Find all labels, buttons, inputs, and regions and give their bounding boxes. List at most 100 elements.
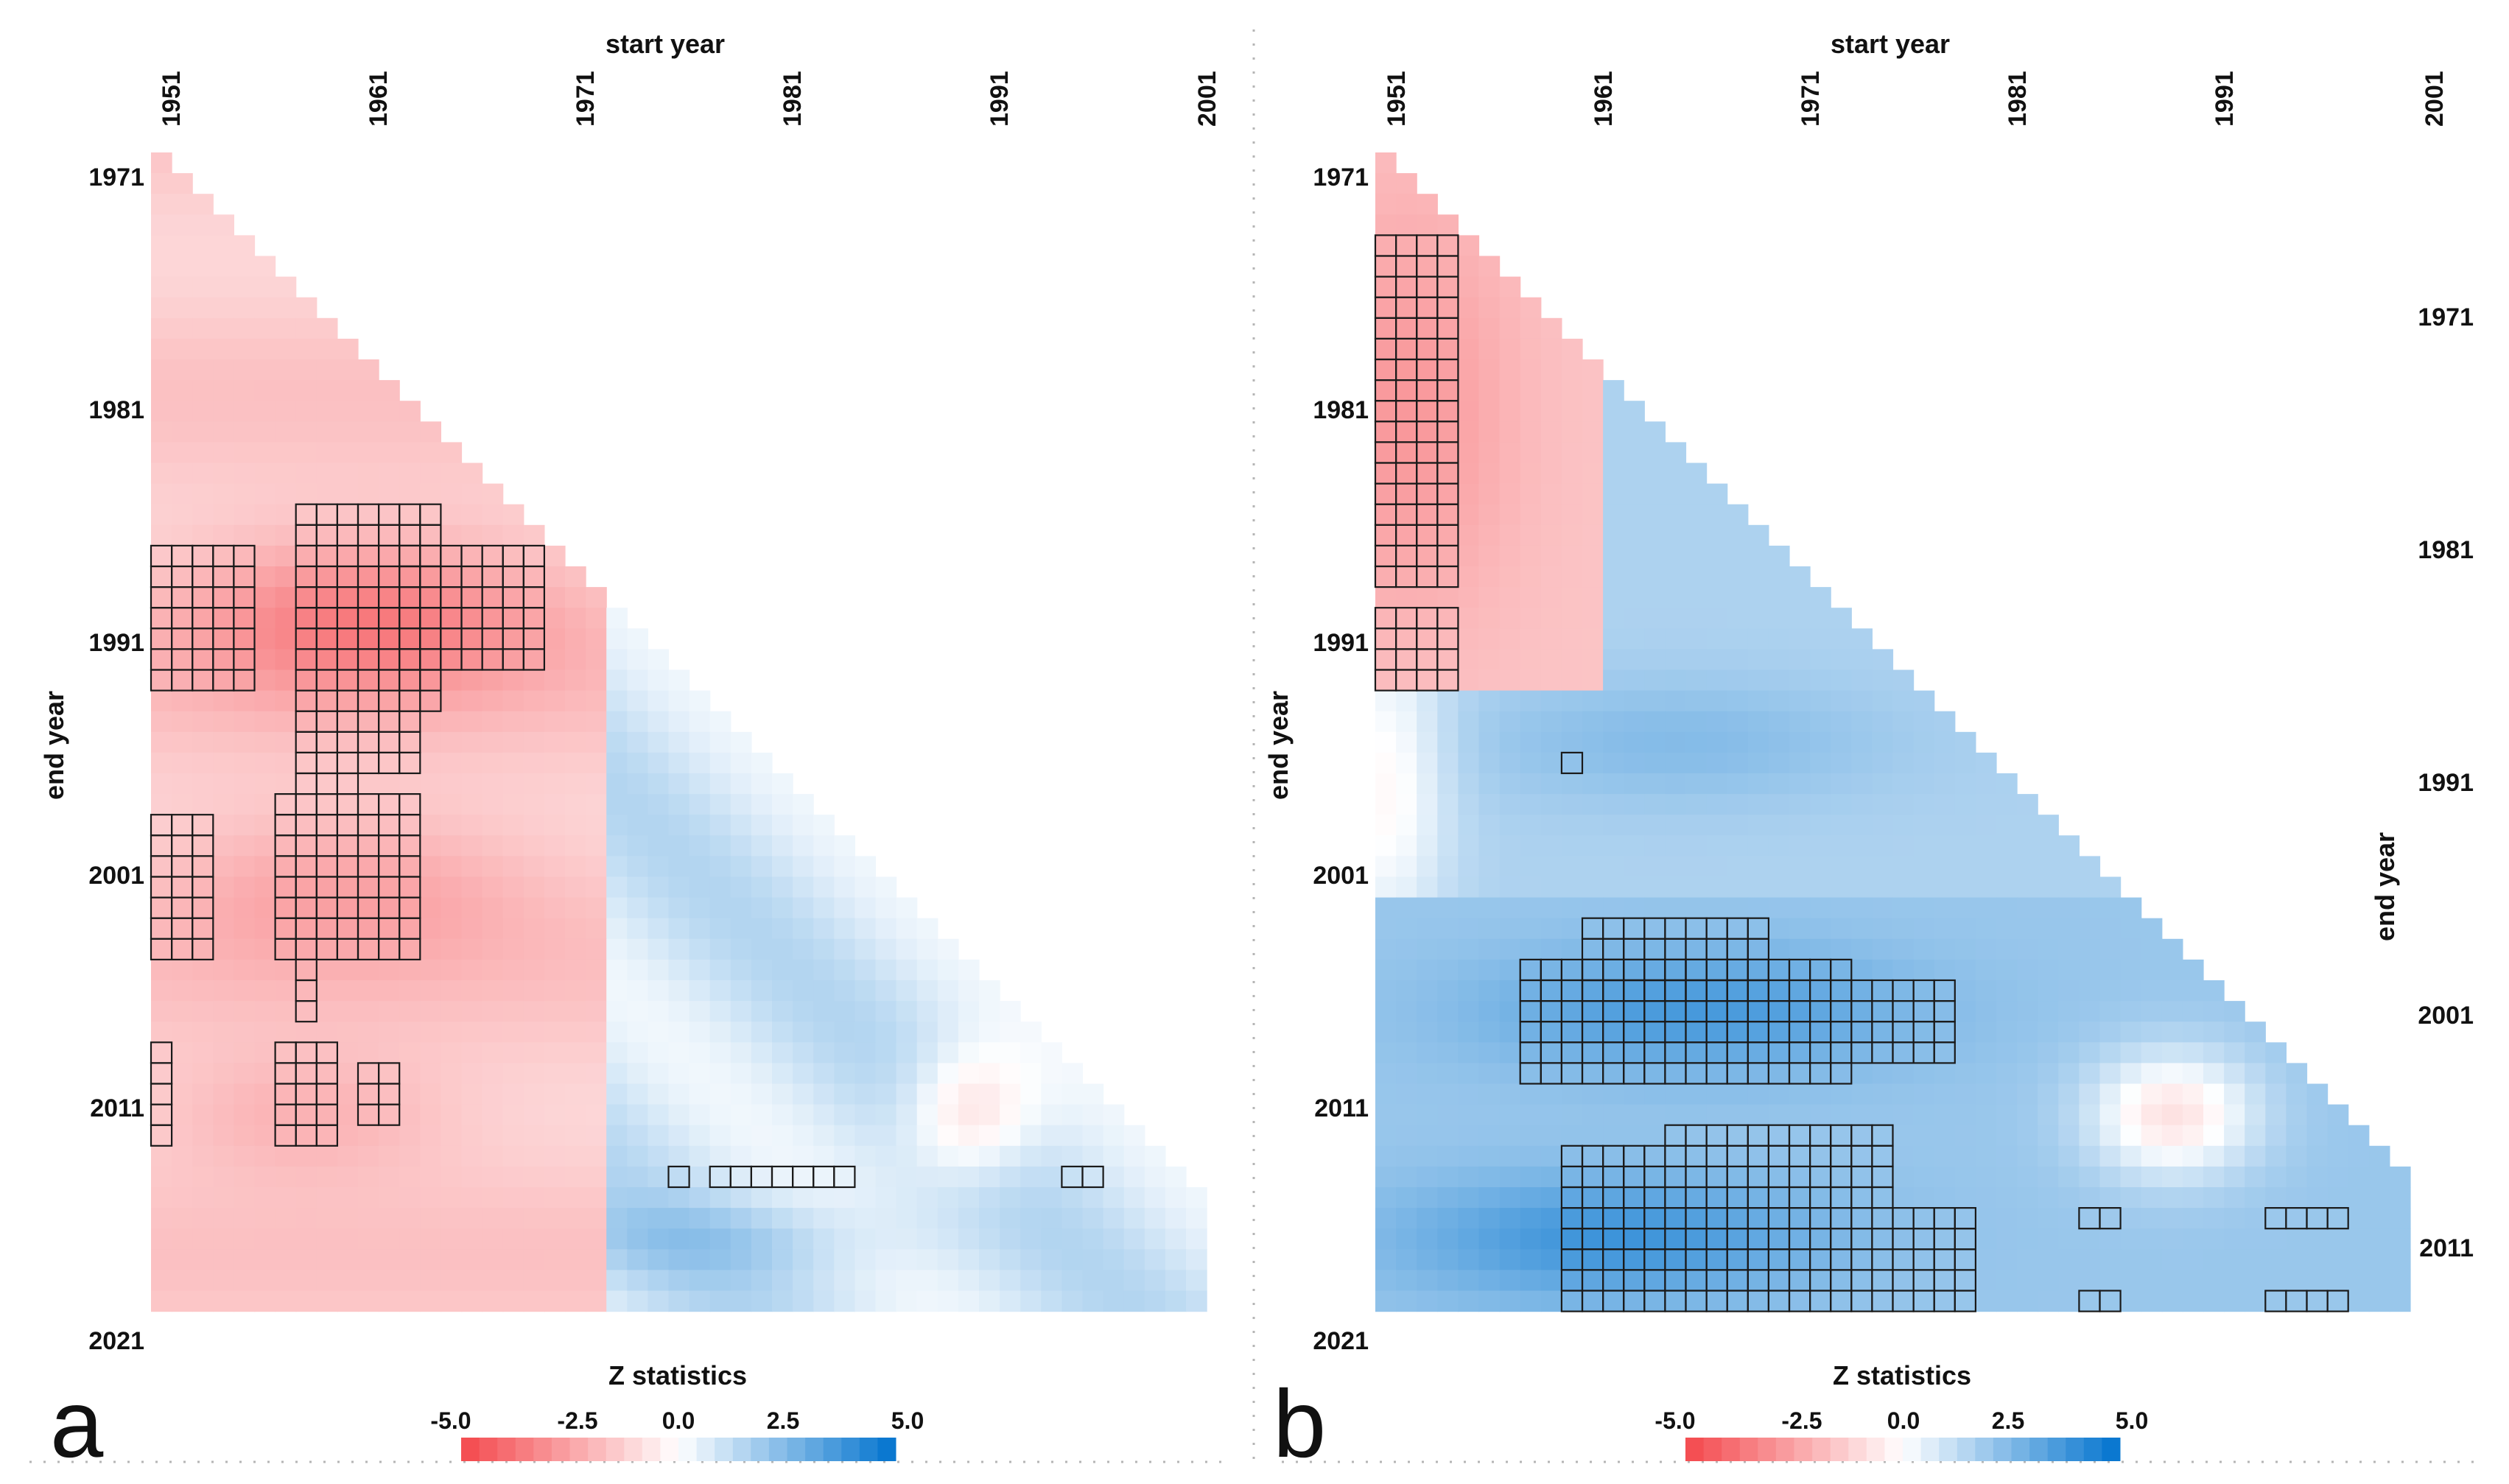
heatmap-cell — [234, 463, 256, 485]
heatmap-cell — [358, 1063, 379, 1085]
heatmap-cell — [751, 1083, 773, 1105]
heatmap-cell — [1520, 1104, 1542, 1126]
heatmap-cell — [937, 980, 959, 1002]
heatmap-cell — [213, 317, 234, 340]
heatmap-cell — [709, 1021, 731, 1043]
heatmap-cell — [2099, 1290, 2122, 1312]
heatmap-cell — [1727, 1042, 1749, 1063]
heatmap-cell — [1437, 524, 1459, 546]
heatmap-cell — [1437, 649, 1459, 671]
heatmap-cell — [1934, 1042, 1956, 1063]
heatmap-cell — [2099, 1249, 2122, 1270]
heatmap-cell — [441, 608, 463, 629]
heatmap-cell — [151, 897, 172, 919]
heatmap-cell — [213, 690, 234, 712]
heatmap-cell — [793, 1166, 814, 1188]
heatmap-cell — [1437, 711, 1459, 733]
heatmap-cell — [213, 587, 234, 608]
heatmap-cell — [1437, 1228, 1459, 1250]
heatmap-cell — [627, 690, 648, 712]
heatmap-cell — [151, 918, 172, 940]
heatmap-cell — [1831, 815, 1852, 836]
heatmap-cell — [1417, 628, 1438, 650]
heatmap-cell — [1913, 731, 1935, 753]
heatmap-cell — [1417, 690, 1438, 712]
heatmap-cell — [1789, 773, 1811, 795]
heatmap-cell — [544, 897, 566, 919]
heatmap-cell — [1417, 587, 1438, 608]
heatmap-cell — [896, 980, 918, 1002]
heatmap-cell — [1520, 401, 1542, 422]
heatmap-cell — [668, 1125, 690, 1147]
heatmap-cell — [2038, 1249, 2059, 1270]
heatmap-cell — [606, 856, 628, 878]
heatmap-cell — [916, 1125, 938, 1147]
colorbar-swatch — [1775, 1438, 1794, 1461]
heatmap-cell — [1624, 918, 1645, 940]
heatmap-cell — [2017, 1249, 2038, 1270]
heatmap-cell — [420, 649, 441, 671]
heatmap-cell — [2327, 1145, 2349, 1167]
heatmap-cell — [1478, 276, 1501, 298]
heatmap-cell — [461, 815, 483, 836]
heatmap-cell — [544, 1083, 566, 1105]
colorbar-b — [1685, 1438, 2121, 1461]
heatmap-cell — [1624, 1001, 1645, 1022]
significance-outline — [150, 1124, 173, 1147]
heatmap-cell — [1892, 959, 1915, 981]
heatmap-cell — [668, 1063, 690, 1085]
heatmap-cell — [1375, 835, 1397, 857]
heatmap-cell — [586, 608, 607, 629]
heatmap-cell — [1437, 608, 1459, 629]
heatmap-cell — [151, 504, 172, 526]
heatmap-cell — [399, 504, 421, 526]
heatmap-cell — [1375, 731, 1397, 753]
heatmap-cell — [1165, 1187, 1187, 1209]
heatmap-cell — [2327, 1187, 2349, 1209]
heatmap-cell — [2182, 1249, 2204, 1270]
heatmap-cell — [1851, 1125, 1873, 1147]
heatmap-cell — [668, 711, 690, 733]
heatmap-cell — [441, 897, 463, 919]
heatmap-cell — [1624, 980, 1645, 1002]
heatmap-cell — [1375, 504, 1397, 526]
heatmap-cell — [1665, 649, 1687, 671]
heatmap-cell — [1417, 1001, 1438, 1022]
heatmap-cell — [544, 835, 566, 857]
heatmap-cell — [1499, 276, 1521, 298]
heatmap-cell — [379, 980, 400, 1002]
heatmap-cell — [1478, 421, 1501, 443]
heatmap-cell — [1582, 649, 1604, 671]
heatmap-cell — [213, 1166, 234, 1188]
heatmap-cell — [813, 1083, 835, 1105]
heatmap-cell — [1396, 1187, 1417, 1209]
heatmap-cell — [1996, 938, 2018, 960]
heatmap-cell — [1810, 918, 1831, 940]
heatmap-cell — [151, 463, 172, 485]
heatmap-cell — [772, 1083, 793, 1105]
heatmap-cell — [648, 1063, 670, 1085]
heatmap-cell — [916, 1249, 938, 1270]
heatmap-cell — [958, 1001, 980, 1022]
heatmap-cell — [2182, 1125, 2204, 1147]
heatmap-cell — [813, 1125, 835, 1147]
heatmap-cell — [709, 856, 731, 878]
heatmap-cell — [1561, 1125, 1583, 1147]
heatmap-cell — [2120, 959, 2142, 981]
heatmap-cell — [2389, 1187, 2411, 1209]
heatmap-cell — [151, 669, 172, 692]
heatmap-cell — [441, 876, 463, 899]
heatmap-cell — [213, 235, 234, 257]
heatmap-cell — [1499, 773, 1521, 795]
heatmap-cell — [1540, 1063, 1562, 1085]
heatmap-cell — [523, 815, 545, 836]
heatmap-cell — [855, 1042, 877, 1063]
heatmap-cell — [1458, 669, 1480, 692]
heatmap-cell — [399, 463, 421, 485]
heatmap-cell — [192, 276, 214, 298]
heatmap-cell — [1913, 856, 1935, 878]
heatmap-cell — [1375, 1166, 1397, 1188]
heatmap-cell — [2286, 1104, 2308, 1126]
heatmap-cell — [1520, 1208, 1542, 1229]
heatmap-cell — [379, 421, 400, 443]
